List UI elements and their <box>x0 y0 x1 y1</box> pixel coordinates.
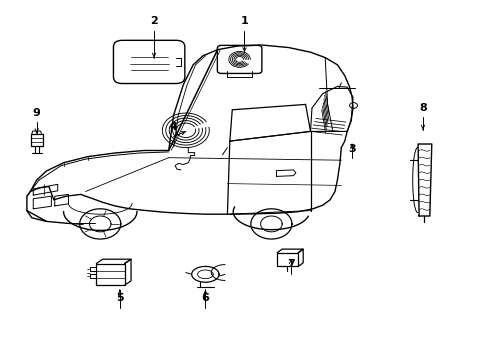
Text: 4: 4 <box>169 122 177 132</box>
Text: 3: 3 <box>347 144 355 154</box>
Text: 6: 6 <box>201 293 209 303</box>
Text: 8: 8 <box>418 103 426 113</box>
Text: 1: 1 <box>240 16 248 26</box>
Text: 2: 2 <box>150 16 158 26</box>
Text: 9: 9 <box>33 108 41 118</box>
Text: 5: 5 <box>116 293 123 303</box>
Text: 7: 7 <box>286 259 294 269</box>
